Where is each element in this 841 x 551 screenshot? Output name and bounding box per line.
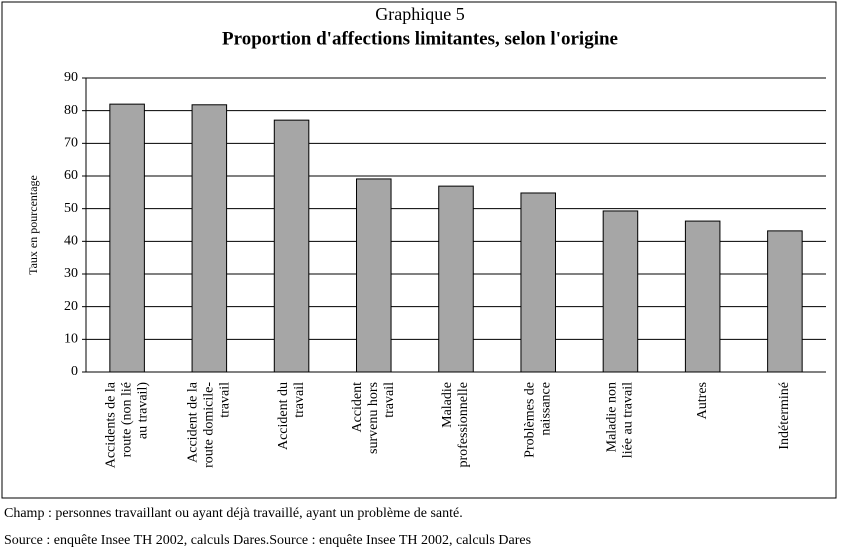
bar (273, 119, 310, 373)
y-tick-label: 0 (71, 364, 78, 379)
y-tick-label: 40 (64, 234, 78, 249)
x-tick-label: Indéterminé (777, 382, 792, 450)
x-tick-label: liée au travail (621, 382, 636, 458)
chart-subtitle: Proportion d'affections limitantes, selo… (222, 28, 618, 49)
bar (767, 230, 803, 373)
x-tick-label: Autres (695, 382, 710, 419)
bar (191, 104, 228, 373)
bar (438, 185, 474, 373)
x-tick-label: travail (382, 382, 397, 418)
x-tick-label: Accidents de la (103, 381, 118, 468)
note: Source : enquête Insee TH 2002, calculs … (4, 533, 531, 548)
x-tick-label: Accident (350, 382, 365, 433)
y-tick-label: 20 (64, 299, 78, 314)
x-tick-label: route (non lié (119, 382, 134, 457)
x-tick-label: survenu hors (366, 382, 381, 454)
y-tick-label: 50 (64, 201, 78, 216)
y-axis-label: Taux en pourcentage (26, 175, 40, 275)
x-tick-label: naissance (538, 382, 553, 436)
y-tick-label: 80 (64, 103, 78, 118)
bar (109, 103, 145, 373)
x-tick-label: Accident du (276, 382, 291, 450)
note: Champ : personnes travaillant ou ayant d… (4, 506, 463, 521)
y-tick-label: 30 (64, 266, 78, 281)
y-tick-label: 60 (64, 168, 78, 183)
y-tick-label: 90 (64, 70, 78, 85)
x-tick-label: professionnelle (456, 382, 471, 468)
x-tick-label: Problèmes de (522, 382, 537, 458)
chart-frame (1, 1, 837, 499)
bar (520, 192, 556, 373)
bar (602, 210, 639, 373)
x-tick-label: au travail) (135, 382, 150, 439)
y-tick-label: 70 (64, 136, 78, 151)
y-tick-label: 10 (64, 332, 78, 347)
chart-title: Graphique 5 (375, 4, 464, 24)
x-tick-label: Maladie non (605, 382, 620, 452)
bar (356, 178, 392, 373)
x-tick-label: travail (292, 382, 307, 418)
x-tick-label: travail (218, 382, 233, 418)
x-tick-label: Accident de la (186, 381, 201, 463)
bar (684, 220, 721, 373)
x-tick-label: Maladie (440, 382, 455, 428)
x-tick-label: route domicile- (202, 382, 217, 468)
